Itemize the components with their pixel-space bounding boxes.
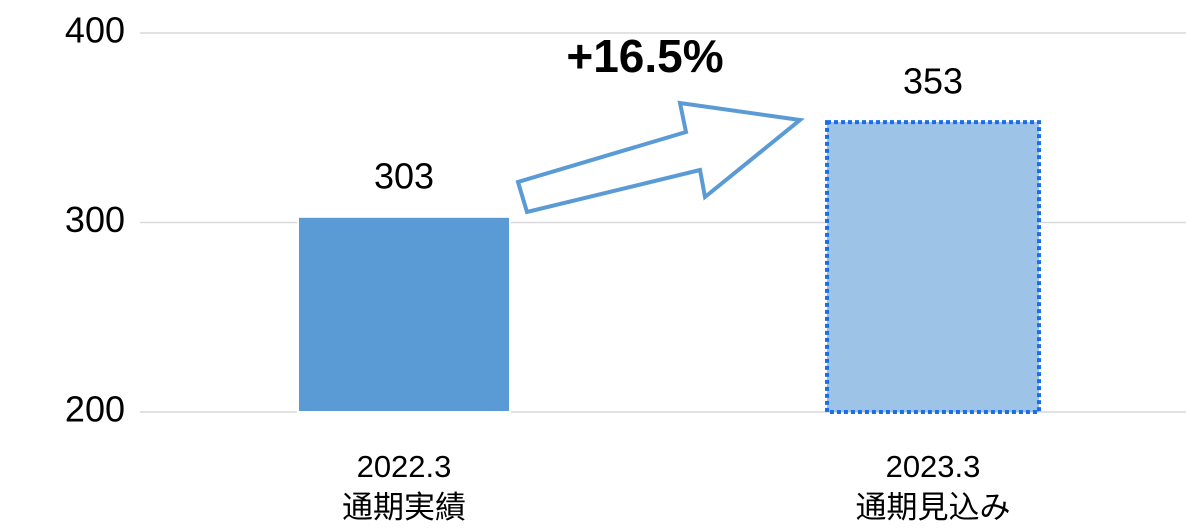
x-tick-label: 2023.3 通期見込み [855, 449, 1011, 525]
y-tick-label: 300 [65, 199, 125, 240]
bar [825, 120, 1041, 414]
y-tick-label: 200 [65, 389, 125, 430]
value-label: 353 [903, 61, 963, 102]
y-tick-label: 400 [65, 10, 125, 51]
x-tick-label: 2022.3 通期実績 [342, 449, 466, 525]
value-label: 303 [374, 155, 434, 196]
bar [297, 215, 511, 413]
annotation: +16.5% [566, 30, 723, 82]
arrow [515, 100, 805, 215]
